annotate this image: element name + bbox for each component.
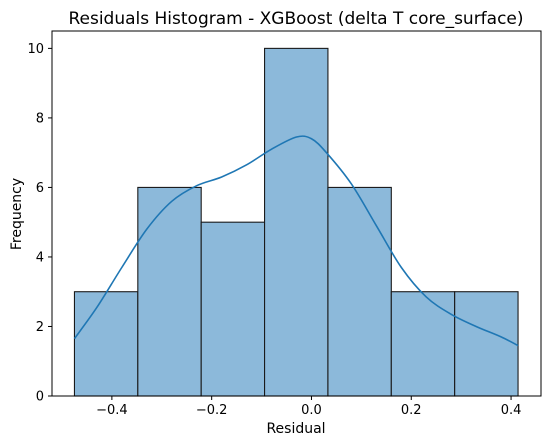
x-tick-label: −0.2 [196,403,228,418]
histogram-bars [73,47,519,397]
x-tick-label: −0.4 [96,403,128,418]
y-tick-label: 4 [36,250,44,265]
histogram-bar [454,291,519,397]
histogram-bar [390,291,456,397]
x-tick-label: 0.0 [301,403,322,418]
kde-curve [73,135,519,347]
y-axis-label: Frequency [9,178,25,250]
histogram-bar [73,291,139,397]
y-tick-label: 6 [36,181,44,196]
y-tick-label: 8 [36,111,44,126]
x-axis: −0.4 −0.2 0.0 0.2 0.4 [96,396,521,418]
chart-title: Residuals Histogram - XGBoost (delta T c… [68,9,523,29]
histogram-bar [264,47,329,397]
x-tick-label: 0.2 [401,403,422,418]
x-axis-label: Residual [266,421,325,437]
y-tick-label: 2 [36,320,44,335]
x-tick-label: 0.4 [501,403,522,418]
histogram-bar [200,221,266,397]
y-tick-label: 10 [27,42,44,57]
histogram-bar [327,186,392,397]
histogram-bar [137,186,202,397]
y-tick-label: 0 [36,390,44,405]
plot-frame [51,30,542,397]
y-axis: 0 2 4 6 8 10 [27,42,52,405]
